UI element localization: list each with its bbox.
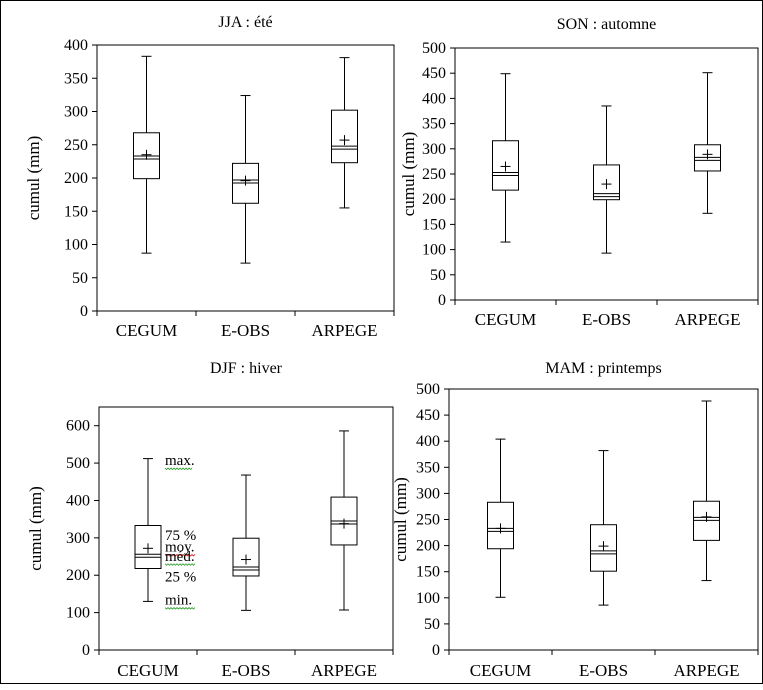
panel-2: SON : automne cumul (mm) 0 50 100 150 200 250 30… <box>399 16 759 329</box>
y-tick-label: 350 <box>416 459 440 476</box>
y-tick-label: 100 <box>416 590 440 607</box>
y-tick-label: 300 <box>66 530 90 547</box>
annotation-median: méd. <box>165 549 195 565</box>
annotation-median-underline <box>164 563 196 566</box>
y-tick-label: 500 <box>66 455 90 472</box>
chart-title: MAM : printemps <box>545 360 661 377</box>
y-tick-label: 100 <box>66 605 90 622</box>
chart-title: SON : automne <box>557 16 657 33</box>
box-e-obs <box>593 105 620 254</box>
x-category-label: CEGUM <box>117 661 178 680</box>
chart-title: DJF : hiver <box>210 360 283 377</box>
box-e-obs <box>232 474 260 611</box>
x-category-label: ARPEGE <box>674 310 740 329</box>
y-tick-label: 300 <box>64 104 88 121</box>
x-category-label: CEGUM <box>475 310 536 329</box>
y-tick-label: 500 <box>416 381 440 398</box>
y-tick-label: 250 <box>422 166 446 183</box>
y-tick-label: 50 <box>424 616 440 633</box>
y-tick-label: 50 <box>430 267 446 284</box>
y-tick-label: 200 <box>416 538 440 555</box>
y-tick-label: 150 <box>64 203 88 220</box>
y-tick-label: 200 <box>422 191 446 208</box>
y-tick-label: 250 <box>416 512 440 529</box>
box-e-obs <box>590 450 617 606</box>
x-category-label: ARPEGE <box>311 321 377 340</box>
x-category-label: E-OBS <box>221 321 270 340</box>
x-category-label: CEGUM <box>116 321 177 340</box>
box-cegum <box>133 55 160 254</box>
y-axis-label: cumul (mm) <box>26 486 45 571</box>
box-arpege <box>330 430 358 611</box>
panel-4: MAM : printemps cumul (mm) 0 50 100 150 200 250… <box>391 360 759 680</box>
box-e-obs <box>232 95 259 264</box>
annotation-q3: 75 % <box>165 528 196 544</box>
x-category-label: ARPEGE <box>311 661 377 680</box>
panel-1: JJA : été cumul (mm) 0 50 100 150 200 250 300 350… <box>24 14 395 340</box>
x-category-label: E-OBS <box>579 661 628 680</box>
annotation-mean: moy. <box>165 539 194 555</box>
x-category-label: E-OBS <box>221 661 270 680</box>
y-tick-label: 0 <box>438 292 446 309</box>
x-category-label: E-OBS <box>582 310 631 329</box>
y-tick-label: 450 <box>422 65 446 82</box>
y-tick-label: 0 <box>80 303 88 320</box>
annotation-max: max. <box>165 453 195 469</box>
y-tick-label: 350 <box>64 70 88 87</box>
annotation-min-underline <box>164 606 196 610</box>
y-tick-label: 150 <box>416 564 440 581</box>
chart-title: JJA : été <box>218 14 272 31</box>
annotation-min: min. <box>165 593 192 609</box>
y-tick-label: 350 <box>422 116 446 133</box>
y-tick-label: 100 <box>422 242 446 259</box>
annotation-mean-underline <box>164 553 196 557</box>
y-tick-label: 400 <box>66 492 90 509</box>
panel-3: DJF : hiver cumul (mm) 0 100 200 300 400 500 600… <box>26 360 394 680</box>
x-category-label: ARPEGE <box>673 661 739 680</box>
y-axis-label: cumul (mm) <box>399 132 418 217</box>
y-tick-label: 0 <box>432 642 440 659</box>
y-tick-label: 200 <box>66 567 90 584</box>
y-tick-label: 450 <box>416 407 440 424</box>
plot-area <box>98 406 394 651</box>
annotation-max-underline <box>164 467 193 471</box>
y-tick-label: 300 <box>416 485 440 502</box>
y-tick-label: 400 <box>64 37 88 54</box>
y-tick-label: 100 <box>64 237 88 254</box>
annotation-q1: 25 % <box>165 570 196 586</box>
x-category-label: CEGUM <box>470 661 531 680</box>
y-tick-label: 50 <box>72 270 88 287</box>
box-arpege <box>331 57 358 209</box>
box-arpege <box>693 400 720 582</box>
y-tick-label: 250 <box>64 137 88 154</box>
box-arpege <box>694 72 721 214</box>
y-tick-label: 200 <box>64 170 88 187</box>
y-tick-label: 0 <box>82 642 90 659</box>
y-tick-label: 400 <box>422 90 446 107</box>
box-cegum <box>492 73 519 243</box>
y-tick-label: 400 <box>416 433 440 450</box>
y-tick-label: 150 <box>422 216 446 233</box>
y-axis-label: cumul (mm) <box>391 477 410 562</box>
y-tick-label: 500 <box>422 40 446 57</box>
y-axis-label: cumul (mm) <box>24 136 43 221</box>
y-tick-label: 300 <box>422 141 446 158</box>
y-tick-label: 600 <box>66 418 90 435</box>
box-cegum <box>487 438 514 598</box>
box-cegum <box>134 458 162 602</box>
